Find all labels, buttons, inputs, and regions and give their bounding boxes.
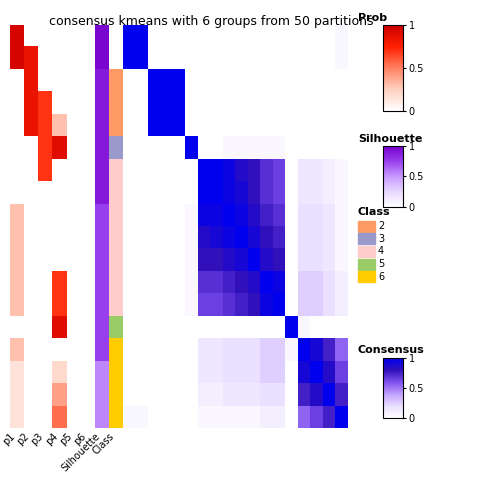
Text: consensus kmeans with 6 groups from 50 partitions: consensus kmeans with 6 groups from 50 p… xyxy=(49,15,374,28)
Text: 3: 3 xyxy=(378,234,384,244)
Text: Silhouette: Silhouette xyxy=(59,431,102,473)
Text: 6: 6 xyxy=(378,272,384,282)
Text: Silhouette: Silhouette xyxy=(358,134,422,144)
Text: Prob: Prob xyxy=(358,13,387,23)
Text: Class: Class xyxy=(358,207,391,217)
Text: p2: p2 xyxy=(15,431,31,447)
Text: 2: 2 xyxy=(378,221,384,231)
Text: p4: p4 xyxy=(44,431,59,447)
Text: Consensus: Consensus xyxy=(358,345,424,355)
Text: p6: p6 xyxy=(72,431,88,447)
Text: p3: p3 xyxy=(30,431,45,447)
Text: Class: Class xyxy=(91,431,116,456)
Text: p5: p5 xyxy=(57,431,74,447)
Text: 5: 5 xyxy=(378,259,384,269)
Text: 4: 4 xyxy=(378,246,384,257)
Text: p1: p1 xyxy=(2,431,17,447)
